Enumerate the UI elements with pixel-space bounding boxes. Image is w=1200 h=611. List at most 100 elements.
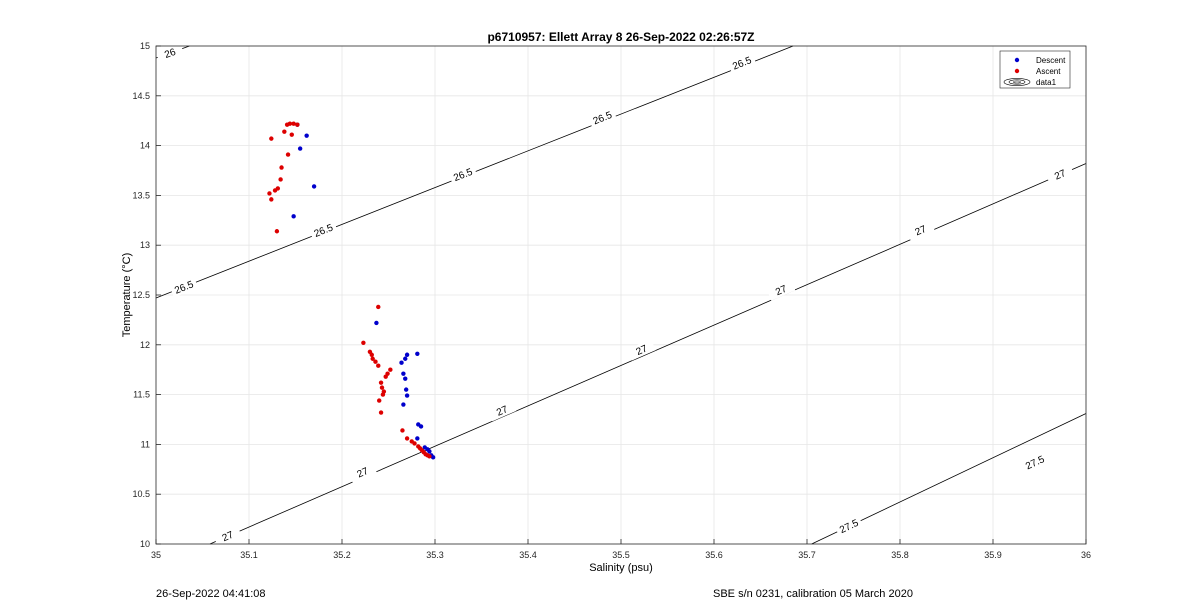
y-tick-label: 15 [140,41,150,51]
ascent-point [427,454,432,459]
ascent-point [378,380,384,385]
descent-point [291,214,296,219]
legend: Descent Ascent data1 [999,50,1071,89]
tick-labels: 35 35.1 35.2 35.3 35.4 35.5 35.6 35.7 35.8 35.9 36… [132,41,1091,560]
descent-point [427,449,432,454]
x-tick-label: 35.9 [984,550,1002,560]
ascent-point [287,121,293,126]
x-axis-label: Salinity (psu) [589,562,653,574]
ascent-point [412,441,417,446]
contour-label: 27 [774,284,789,299]
x-tick-label: 35.1 [240,550,258,560]
legend-data1-label: data1 [1036,78,1057,87]
y-tick-label: 11.5 [133,390,150,400]
y-tick-label: 14 [140,141,150,151]
ascent-point [289,132,294,137]
contour-label-bg [213,525,242,547]
legend-contour-icon [1003,78,1031,86]
ascent-point [361,340,366,346]
ascent-point [379,385,385,390]
y-tick-label: 10.5 [132,489,150,499]
descent-point [399,360,404,365]
ascent-point [377,398,382,403]
x-tick-label: 35 [151,550,161,560]
descent-point [415,351,420,356]
descent-point [401,402,406,407]
contour-label: 26 [163,47,178,61]
y-tick-label: 11 [141,439,150,449]
descent-point [415,436,420,441]
x-tick-label: 36 [1081,550,1091,560]
contour-label-bg [834,515,864,538]
ascent-point [269,197,274,202]
legend-ascent-marker [1014,68,1020,74]
descent-point [403,356,408,361]
descent-point [404,352,410,357]
x-tick-label: 35.5 [612,550,630,560]
ascent-point [279,165,284,170]
contour-label-bg [169,276,199,298]
contour-label-bg [906,219,935,241]
ascent-point [267,191,272,196]
ascent-point [376,363,381,368]
legend-box [999,50,1071,89]
legend-descent-marker [1014,57,1020,63]
y-axis-label: Temperature (°C) [121,253,133,337]
descent-point [430,455,436,460]
ascent-point [282,129,287,134]
legend-descent-label: Descent [1036,56,1066,65]
contour-label: 27 [1053,168,1068,183]
y-tick-label: 13 [140,240,150,250]
contour-label-bg [1020,451,1050,474]
ascent-point [373,359,378,364]
contour-label-bg [487,399,517,422]
y-tick-label: 13.5 [132,190,150,200]
ascent-point [274,229,280,234]
y-tick-label: 12.5 [132,290,150,300]
grid-layer [156,46,1086,544]
descent-point [401,371,406,376]
descent-point [374,320,379,326]
legend-ascent-label: Ascent [1036,67,1061,76]
ascent-point [278,177,283,182]
descent-point [403,387,409,392]
ascent-point [369,352,374,357]
contour-label: 27 [635,343,650,358]
y-tick-label: 10 [140,539,150,549]
contour-label-bg [309,219,338,241]
ascent-point [376,304,381,310]
x-tick-label: 35.6 [705,550,723,560]
ascent-point [295,122,300,127]
y-tick-label: 14.5 [132,91,150,101]
ascent-point [383,374,388,379]
footer-calibration: SBE s/n 0231, calibration 05 March 2020 [713,588,913,600]
ascent-point [285,152,291,157]
contour-label-bg [448,164,478,185]
data-points [267,121,436,460]
x-tick-label: 35.3 [426,550,444,560]
contour-label-bg [588,107,617,129]
descent-point [311,184,317,189]
ascent-point [272,188,278,193]
ascent-point [380,392,386,397]
contour-label-bg [1045,163,1075,186]
descent-point [304,133,309,138]
x-tick-label: 35.4 [519,550,537,560]
ascent-point [404,436,410,441]
contour-label: 27 [495,404,510,419]
ascent-point [378,410,384,415]
descent-point [297,146,303,151]
footer-timestamp: 26-Sep-2022 04:41:08 [156,588,266,600]
ascent-point [400,428,405,433]
contour-label-bg [727,52,757,74]
y-tick-label: 12 [140,340,150,350]
ascent-point [370,356,375,361]
ascent-point [388,367,393,372]
chart-title: p6710957: Ellett Array 8 26-Sep-2022 02:… [487,30,754,44]
contour-label: 27 [356,466,371,481]
ascent-point [291,121,296,126]
contour-label: 27 [914,224,929,239]
descent-point [404,393,410,398]
contour-label-bg [627,339,656,361]
